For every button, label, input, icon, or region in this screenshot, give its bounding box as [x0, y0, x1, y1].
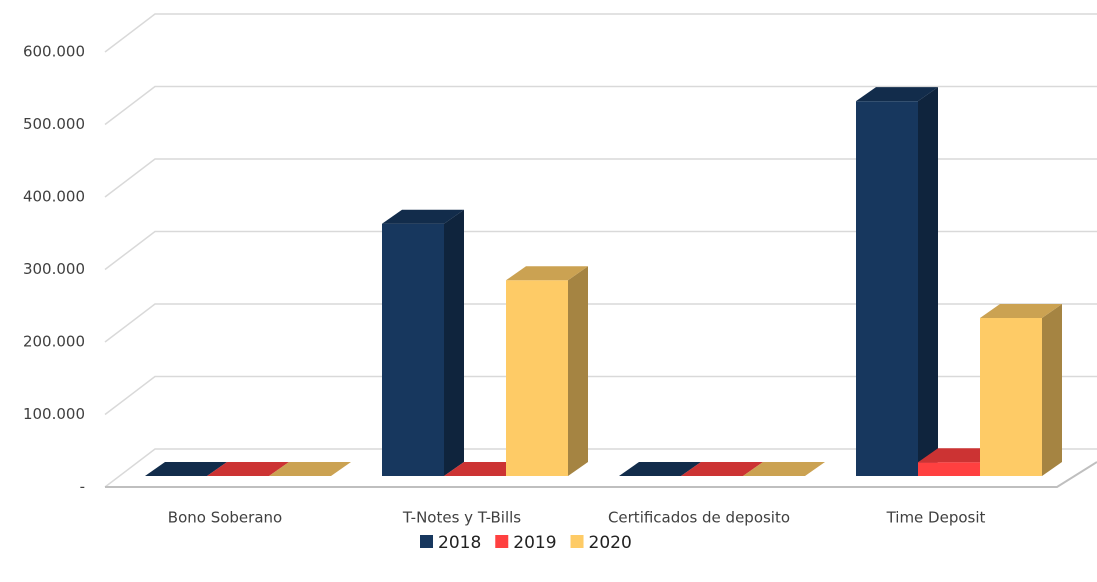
bar-top: [681, 462, 763, 476]
x-tick-label: Bono Soberano: [168, 509, 282, 527]
bar: [856, 87, 938, 477]
x-tick-label: Time Deposit: [886, 509, 986, 527]
y-tick-label: 400.000: [23, 188, 85, 206]
x-tick-label: T-Notes y T-Bills: [402, 509, 521, 527]
grid-line: [104, 375, 1097, 416]
bar-top: [269, 462, 351, 476]
grid-line: [104, 158, 1097, 198]
grid-line: [104, 85, 1097, 126]
grid: - 100.000 200.000 300.000 400.000 500.000 600.…: [23, 13, 1097, 527]
bar: [145, 462, 227, 476]
bar-top: [743, 462, 825, 476]
bar-front: [382, 223, 444, 476]
legend: 2018 2019 2020: [420, 533, 632, 553]
legend-swatch: [570, 535, 584, 548]
bar-top: [506, 266, 588, 281]
bar: [743, 462, 825, 476]
y-tick-label: 200.000: [23, 333, 85, 351]
bar: [619, 462, 701, 476]
bar-top: [980, 303, 1062, 318]
bar-front: [980, 317, 1042, 476]
y-tick-label: 300.000: [23, 260, 85, 278]
grid-line: [104, 13, 1097, 53]
floor-edge: [105, 461, 1097, 488]
legend-swatch: [495, 535, 509, 548]
bar: [269, 462, 351, 476]
bar-top: [918, 448, 1000, 463]
bar-front: [918, 462, 980, 476]
bar: [444, 462, 526, 476]
bar-top: [444, 462, 526, 476]
bar-side: [918, 87, 938, 477]
legend-label: 2020: [589, 533, 632, 553]
grid-line: [104, 303, 1097, 343]
bar: [980, 303, 1062, 476]
bar: [506, 266, 588, 476]
grid-line: [104, 448, 1097, 488]
y-tick-label: 100.000: [23, 405, 85, 423]
bar: [382, 209, 464, 476]
bars: [145, 87, 1062, 477]
y-tick-label: 600.000: [23, 43, 85, 61]
bar: [681, 462, 763, 476]
bar-front: [856, 101, 918, 477]
bar-top: [619, 462, 701, 476]
bar-side: [1042, 303, 1062, 476]
bar-side: [568, 266, 588, 476]
y-tick-label: -: [80, 478, 85, 496]
x-tick-label: Certificados de deposito: [608, 509, 790, 527]
bar-top: [207, 462, 289, 476]
bar-front: [506, 280, 568, 476]
legend-label: 2019: [513, 533, 556, 553]
bar-top: [856, 87, 938, 102]
bar-top: [382, 209, 464, 224]
bar-side: [444, 209, 464, 476]
grid-line: [104, 230, 1097, 271]
y-tick-label: 500.000: [23, 115, 85, 133]
bar-top: [145, 462, 227, 476]
legend-swatch: [420, 535, 433, 548]
legend-label: 2018: [438, 533, 481, 553]
bar: [207, 462, 289, 476]
